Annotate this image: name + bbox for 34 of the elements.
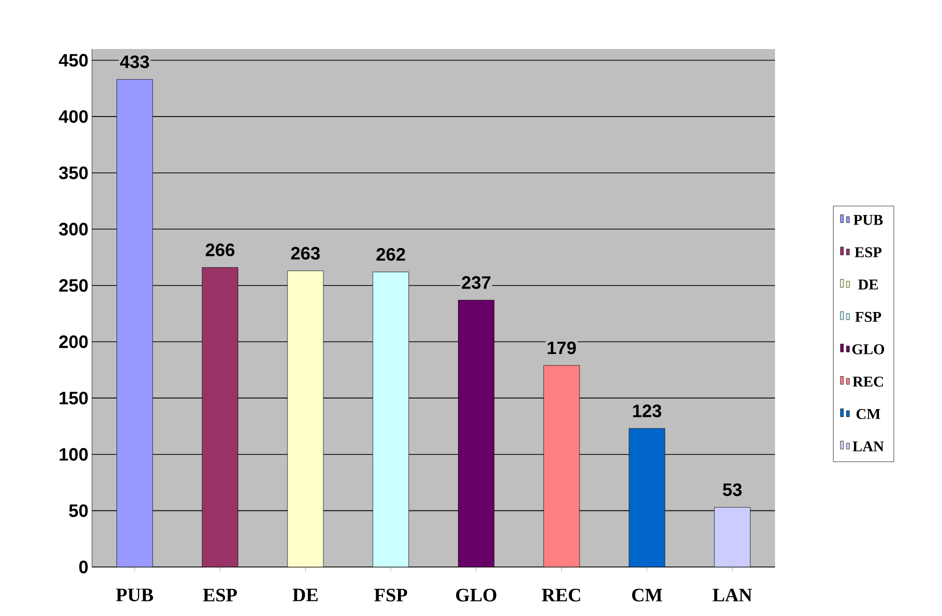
legend-label: DE xyxy=(858,280,878,290)
x-tick-label: GLO xyxy=(456,588,496,602)
y-tick-label: 450 xyxy=(58,54,88,67)
legend-label: ESP xyxy=(854,247,882,258)
y-tick-label: 250 xyxy=(59,279,88,292)
y-tick-label: 350 xyxy=(58,166,88,180)
x-tick-label: LAN xyxy=(712,588,752,602)
data-label: 262 xyxy=(376,248,406,261)
legend-label: REC xyxy=(852,376,883,387)
legend-label: PUB xyxy=(854,215,883,225)
y-tick-label: 150 xyxy=(60,392,88,404)
x-tick-label: FSP xyxy=(374,588,408,602)
x-tick-label: PUB xyxy=(116,588,154,602)
y-tick-label: 200 xyxy=(59,335,88,348)
data-label: 237 xyxy=(462,276,490,289)
data-label: 266 xyxy=(206,244,234,256)
legend-label: LAN xyxy=(852,441,884,452)
data-label: 433 xyxy=(120,55,150,68)
x-tick-label: DE xyxy=(292,588,318,602)
data-label: 263 xyxy=(291,246,320,260)
x-tick-label: ESP xyxy=(203,588,237,602)
legend-label: FSP xyxy=(855,312,882,322)
y-tick-label: 300 xyxy=(58,222,88,236)
y-tick-label: 100 xyxy=(60,448,88,461)
data-label: 123 xyxy=(633,404,662,418)
y-tick-label: 0 xyxy=(79,560,88,574)
x-tick-label: CM xyxy=(632,588,662,602)
legend-label: GLO xyxy=(852,344,884,354)
y-tick-label: 400 xyxy=(58,110,88,123)
legend-label: CM xyxy=(856,409,880,420)
x-tick-label: REC xyxy=(542,588,580,602)
y-tick-label: 50 xyxy=(69,504,88,518)
data-label: 179 xyxy=(548,342,576,354)
data-label: 53 xyxy=(722,483,742,496)
